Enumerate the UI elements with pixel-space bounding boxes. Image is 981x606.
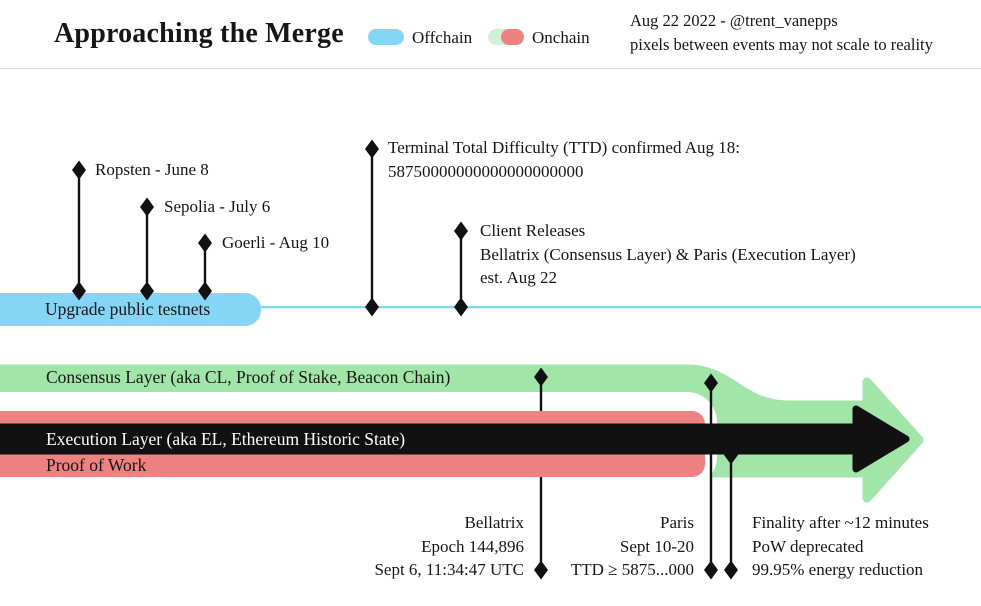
offchain-legend-label: Offchain: [412, 28, 473, 47]
ttd-line1: Terminal Total Difficulty (TTD) confirme…: [388, 138, 741, 157]
page-title: Approaching the Merge: [54, 18, 344, 49]
consensus-layer-label: Consensus Layer (aka CL, Proof of Stake,…: [46, 367, 451, 387]
paris-date: Sept 10-20: [619, 536, 694, 556]
sepolia-stem: [140, 197, 154, 301]
event-label-sepolia: Sepolia - July 6: [164, 197, 271, 216]
client-line2: Bellatrix (Consensus Layer) & Paris (Exe…: [480, 244, 856, 264]
client-line1: Client Releases: [480, 221, 586, 240]
ropsten-stem: [72, 160, 86, 301]
diamond-marker: [724, 560, 738, 580]
diamond-marker: [198, 281, 212, 301]
onchain-legend-label: Onchain: [532, 28, 590, 47]
event-label-ropsten: Ropsten - June 8: [95, 160, 209, 179]
onchain-legend-swatch: [488, 29, 524, 45]
client-line3: est. Aug 22: [480, 268, 557, 287]
offchain-legend-swatch: [368, 29, 404, 45]
milestone-paris: Paris Sept 10-20 TTD ≥ 5875...000: [571, 511, 694, 582]
diamond-marker: [365, 297, 379, 317]
diamond-marker: [365, 139, 379, 159]
milestone-bellatrix: Bellatrix Epoch 144,896 Sept 6, 11:34:47…: [374, 511, 524, 582]
offchain-testnet-bar: [0, 293, 261, 326]
offchain-timeline-line: [259, 306, 981, 309]
offchain-bar-label: Upgrade public testnets: [45, 299, 211, 319]
credit-date-author: Aug 22 2022 - @trent_vanepps: [630, 11, 838, 30]
credit-text: Aug 22 2022 - @trent_vanepps pixels betw…: [630, 9, 933, 57]
ttd-stem: [365, 139, 379, 317]
diamond-marker: [704, 560, 718, 580]
diamond-marker: [140, 281, 154, 301]
event-label-client-releases: Client Releases Bellatrix (Consensus Lay…: [480, 219, 856, 290]
testnet-event-stems: [72, 139, 468, 317]
diamond-marker: [72, 160, 86, 180]
finality-line1: Finality after ~12 minutes: [752, 513, 929, 532]
diamond-marker: [704, 373, 718, 393]
header-divider: [0, 68, 981, 69]
finality-line3: 99.95% energy reduction: [752, 560, 924, 579]
event-label-goerli: Goerli - Aug 10: [222, 233, 330, 252]
diamond-marker: [534, 560, 548, 580]
bellatrix-epoch: Epoch 144,896: [421, 536, 524, 556]
diamond-marker: [454, 297, 468, 317]
finality-line2: PoW deprecated: [752, 536, 864, 556]
bellatrix-date: Sept 6, 11:34:47 UTC: [374, 560, 524, 579]
proof-of-work-label: Proof of Work: [46, 455, 147, 475]
bellatrix-name: Bellatrix: [464, 513, 524, 532]
milestone-finality: Finality after ~12 minutes PoW deprecate…: [752, 511, 929, 582]
event-label-ttd: Terminal Total Difficulty (TTD) confirme…: [388, 136, 740, 183]
execution-layer-arrow: [0, 405, 910, 473]
paris-ttd: TTD ≥ 5875...000: [570, 560, 694, 579]
paris-stem: [704, 373, 718, 580]
execution-layer-label: Execution Layer (aka EL, Ethereum Histor…: [46, 429, 406, 449]
ttd-value: 58750000000000000000000: [388, 161, 584, 181]
credit-disclaimer: pixels between events may not scale to r…: [630, 35, 933, 54]
goerli-stem: [198, 233, 212, 301]
diamond-marker: [454, 221, 468, 241]
diamond-marker: [198, 233, 212, 253]
diamond-marker: [72, 281, 86, 301]
paris-name: Paris: [660, 513, 694, 532]
onchain-legend-swatch-red-half: [501, 29, 524, 45]
diamond-marker: [534, 367, 548, 387]
client-release-stem: [454, 221, 468, 317]
diamond-marker: [140, 197, 154, 217]
